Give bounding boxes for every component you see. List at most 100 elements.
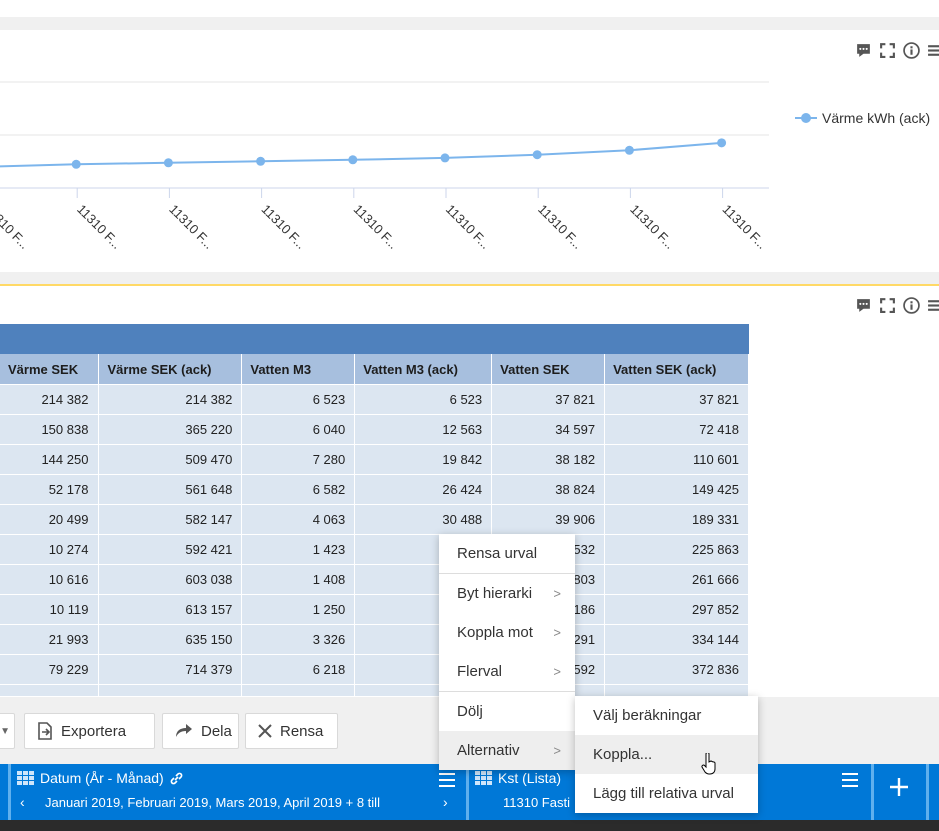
table-row[interactable]: 52 178 561 648 6 582 26 424 38 824 149 425 — [0, 474, 749, 505]
chart-legend[interactable]: Värme kWh (ack) — [795, 110, 930, 126]
menu-item-link[interactable]: Koppla... — [575, 735, 758, 775]
menu-item-clear-selection[interactable]: Rensa urval — [439, 534, 575, 573]
table-cell[interactable]: 613 157 — [98, 594, 243, 625]
menu-item-switch-hierarchy[interactable]: Byt hierarki > — [439, 574, 575, 613]
table-cell[interactable]: 10 119 — [0, 594, 100, 625]
table-cell[interactable]: 1 250 — [241, 594, 356, 625]
table-cell[interactable]: 12 563 — [354, 414, 493, 445]
table-row[interactable]: 214 382 214 382 6 523 6 523 37 821 37 821 — [0, 384, 749, 415]
table-cell[interactable]: 10 274 — [0, 534, 100, 565]
table-cell[interactable]: 6 218 — [241, 654, 356, 685]
clear-button[interactable]: Rensa — [245, 713, 338, 749]
table-cell[interactable]: 39 906 — [491, 504, 606, 535]
data-point[interactable] — [440, 153, 450, 163]
table-cell[interactable]: 38 182 — [491, 444, 606, 475]
table-cell[interactable]: 150 838 — [0, 414, 100, 445]
table-row[interactable]: 10 119 613 157 1 250 186 297 852 — [0, 594, 749, 625]
table-cell[interactable] — [241, 684, 356, 696]
table-row[interactable]: 150 838 365 220 6 040 12 563 34 597 72 418 — [0, 414, 749, 445]
table-cell[interactable]: 1 408 — [241, 564, 356, 595]
fullscreen-icon[interactable] — [879, 42, 896, 59]
export-button[interactable]: Exportera — [24, 713, 155, 749]
table-cell[interactable]: 6 040 — [241, 414, 356, 445]
table-cell[interactable]: 365 220 — [98, 414, 243, 445]
data-point[interactable] — [717, 138, 727, 148]
data-point[interactable] — [624, 145, 634, 155]
column-header[interactable]: Vatten SEK — [491, 354, 606, 385]
table-cell[interactable]: 6 523 — [354, 384, 493, 415]
chevron-right-icon[interactable]: › — [443, 794, 448, 810]
table-cell[interactable]: 110 601 — [604, 444, 749, 475]
table-cell[interactable] — [98, 684, 243, 696]
table-cell[interactable]: 19 842 — [354, 444, 493, 475]
table-cell[interactable]: 261 666 — [604, 564, 749, 595]
table-cell[interactable]: 635 150 — [98, 624, 243, 655]
table-cell[interactable]: 37 821 — [491, 384, 606, 415]
column-header[interactable]: Värme SEK — [0, 354, 100, 385]
add-selection-button[interactable] — [874, 764, 924, 814]
table-cell[interactable]: 149 425 — [604, 474, 749, 505]
table-cell[interactable]: 3 326 — [241, 624, 356, 655]
partial-button[interactable]: ▼ — [0, 713, 15, 749]
table-row[interactable]: 20 499 582 147 4 063 30 488 39 906 189 331 — [0, 504, 749, 535]
column-header[interactable]: Vatten M3 — [241, 354, 356, 385]
comment-icon[interactable] — [855, 297, 872, 314]
table-cell[interactable]: 603 038 — [98, 564, 243, 595]
menu-item-multi-select[interactable]: Flerval > — [439, 652, 575, 691]
table-cell[interactable] — [604, 684, 749, 696]
info-icon[interactable] — [903, 42, 920, 59]
table-cell[interactable]: 21 993 — [0, 624, 100, 655]
table-cell[interactable]: 1 423 — [241, 534, 356, 565]
menu-item-link-to[interactable]: Koppla mot > — [439, 613, 575, 652]
menu-item-add-relative-selection[interactable]: Lägg till relativa urval — [575, 774, 758, 813]
table-row[interactable] — [0, 684, 749, 696]
table-cell[interactable]: 592 421 — [98, 534, 243, 565]
column-header[interactable]: Vatten SEK (ack) — [604, 354, 749, 385]
menu-icon[interactable] — [927, 42, 939, 59]
table-cell[interactable]: 225 863 — [604, 534, 749, 565]
table-row[interactable]: 144 250 509 470 7 280 19 842 38 182 110 601 — [0, 444, 749, 475]
chevron-left-icon[interactable]: ‹ — [20, 794, 25, 810]
hamburger-icon[interactable] — [842, 773, 858, 792]
table-cell[interactable]: 10 616 — [0, 564, 100, 595]
table-cell[interactable]: 334 144 — [604, 624, 749, 655]
table-cell[interactable]: 34 597 — [491, 414, 606, 445]
comment-icon[interactable] — [855, 42, 872, 59]
data-point[interactable] — [348, 155, 358, 165]
table-cell[interactable]: 4 063 — [241, 504, 356, 535]
table-cell[interactable]: 30 488 — [354, 504, 493, 535]
data-point[interactable] — [71, 159, 81, 169]
table-cell[interactable]: 582 147 — [98, 504, 243, 535]
column-header[interactable]: Vatten M3 (ack) — [354, 354, 493, 385]
menu-item-options[interactable]: Alternativ > — [439, 731, 575, 770]
table-cell[interactable]: 52 178 — [0, 474, 100, 505]
table-cell[interactable]: 20 499 — [0, 504, 100, 535]
column-header[interactable]: Värme SEK (ack) — [98, 354, 243, 385]
table-row[interactable]: 79 229 714 379 6 218 592 372 836 — [0, 654, 749, 685]
table-cell[interactable]: 509 470 — [98, 444, 243, 475]
table-row[interactable]: 10 616 603 038 1 408 803 261 666 — [0, 564, 749, 595]
table-cell[interactable]: 214 382 — [98, 384, 243, 415]
kst-selection-box[interactable]: Kst (Lista) 11310 Fasti — [469, 764, 871, 814]
hamburger-icon[interactable] — [439, 773, 455, 792]
table-cell[interactable]: 72 418 — [604, 414, 749, 445]
table-cell[interactable]: 189 331 — [604, 504, 749, 535]
menu-icon[interactable] — [927, 297, 939, 314]
data-point[interactable] — [256, 156, 266, 166]
table-cell[interactable]: 79 229 — [0, 654, 100, 685]
data-point[interactable] — [163, 158, 173, 168]
fullscreen-icon[interactable] — [879, 297, 896, 314]
share-button[interactable]: Dela — [162, 713, 239, 749]
table-cell[interactable]: 37 821 — [604, 384, 749, 415]
table-cell[interactable]: 6 523 — [241, 384, 356, 415]
table-cell[interactable]: 6 582 — [241, 474, 356, 505]
table-cell[interactable]: 38 824 — [491, 474, 606, 505]
date-selection-box[interactable]: Datum (År - Månad) ‹ Januari 2019, Febru… — [11, 764, 466, 814]
info-icon[interactable] — [903, 297, 920, 314]
table-cell[interactable]: 561 648 — [98, 474, 243, 505]
table-cell[interactable] — [0, 684, 100, 696]
menu-item-choose-calculations[interactable]: Välj beräkningar — [575, 696, 758, 735]
menu-item-hide[interactable]: Dölj — [439, 692, 575, 731]
table-cell[interactable]: 714 379 — [98, 654, 243, 685]
table-cell[interactable]: 144 250 — [0, 444, 100, 475]
